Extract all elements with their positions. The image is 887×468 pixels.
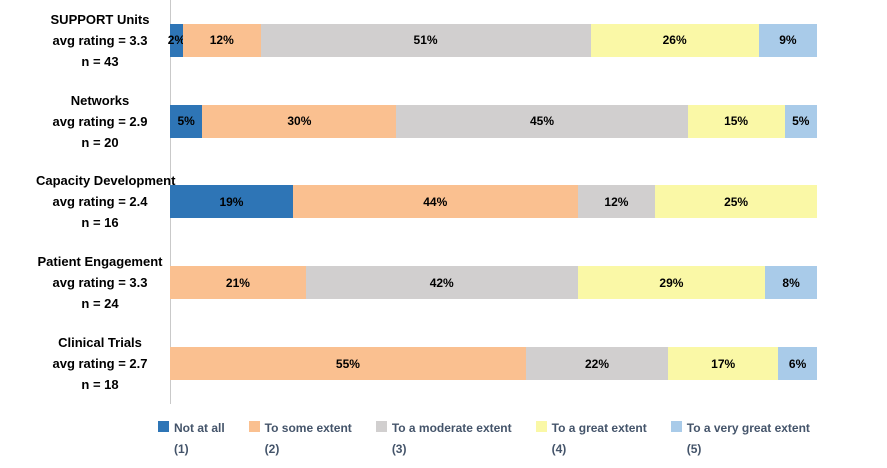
legend-swatch — [248, 421, 260, 432]
bar-segment: 12% — [182, 23, 261, 57]
bar-segment: 22% — [525, 347, 669, 381]
bar-track: 21% 42% 29% 8% — [170, 266, 817, 300]
bar-track: 2% 12% 51% 26% 9% — [168, 23, 817, 57]
bar-segment: 44% — [292, 185, 578, 219]
legend-swatch — [158, 421, 169, 432]
bar-rows: SUPPORT Units avg rating = 3.3 n = 43 2% 12%… — [0, 0, 887, 404]
legend-item: To a great extent (4) — [535, 418, 647, 460]
bar-segment: 26% — [590, 23, 759, 57]
bar-segment: 29% — [577, 266, 766, 300]
plot-area: SUPPORT Units avg rating = 3.3 n = 43 2% 12%… — [0, 0, 887, 404]
category-avg-rating: avg rating = 2.4 — [52, 194, 148, 210]
bar-row: Clinical Trials avg rating = 2.7 n = 18 55%… — [0, 323, 887, 404]
bar-segment: 8% — [765, 266, 817, 300]
legend-swatch — [535, 421, 547, 432]
legend-label: To a moderate extent — [391, 421, 512, 435]
category-n: n = 43 — [81, 53, 119, 69]
category-title: Patient Engagement — [37, 254, 163, 270]
bar-segment: 17% — [668, 347, 779, 381]
bar-segment: 5% — [784, 104, 817, 138]
legend-swatch — [375, 421, 387, 432]
bar-segment: 21% — [170, 266, 306, 300]
category-n: n = 18 — [81, 377, 119, 393]
category-n: n = 16 — [81, 215, 119, 231]
bar-segment: 5% — [170, 104, 203, 138]
category-title: Clinical Trials — [58, 335, 142, 351]
legend-item: To a moderate extent (3) — [375, 418, 512, 460]
category-n: n = 24 — [81, 296, 119, 312]
legend-label: To a very great extent — [686, 421, 810, 435]
category-label: Patient Engagement avg rating = 3.3 n = 24 — [0, 251, 170, 314]
legend-label: To some extent — [264, 421, 352, 435]
bar-segment: 55% — [170, 347, 526, 381]
bar-segment: 51% — [260, 23, 591, 57]
bar-segment: 30% — [202, 104, 397, 138]
bar-segment: 19% — [170, 185, 293, 219]
category-label: SUPPORT Units avg rating = 3.3 n = 43 — [0, 9, 170, 72]
bar-segment: 25% — [655, 185, 817, 219]
legend-item: To a very great extent (5) — [670, 418, 810, 460]
legend-number: (2) — [264, 442, 280, 456]
bar-row: SUPPORT Units avg rating = 3.3 n = 43 2% 12%… — [0, 0, 887, 81]
legend-item: Not at all (1) — [158, 418, 225, 460]
category-label: Capacity Development avg rating = 2.4 n = … — [0, 170, 176, 233]
bar-segment: 42% — [305, 266, 578, 300]
bar-row: Patient Engagement avg rating = 3.3 n = 24… — [0, 242, 887, 323]
bar-segment: 15% — [687, 104, 785, 138]
category-avg-rating: avg rating = 3.3 — [52, 275, 148, 291]
bar-segment: 9% — [758, 23, 817, 57]
category-label: Clinical Trials avg rating = 2.7 n = 18 — [0, 332, 170, 395]
bar-segment: 45% — [396, 104, 688, 138]
category-avg-rating: avg rating = 2.7 — [52, 356, 148, 372]
bar-segment: 2% — [168, 23, 185, 57]
bar-segment: 12% — [577, 185, 656, 219]
legend-number: (1) — [174, 442, 189, 456]
bar-row: Networks avg rating = 2.9 n = 20 5% 30% 45% 15… — [0, 81, 887, 162]
legend-number: (4) — [551, 442, 567, 456]
legend-label: Not at all — [174, 421, 225, 435]
bar-track: 19% 44% 12% 25% — [170, 185, 817, 219]
legend-number: (5) — [686, 442, 702, 456]
legend-item: To some extent (2) — [248, 418, 352, 460]
bar-segment: 6% — [778, 347, 817, 381]
category-n: n = 20 — [81, 134, 119, 150]
category-label: Networks avg rating = 2.9 n = 20 — [0, 90, 170, 153]
category-title: Networks — [70, 92, 130, 108]
category-title: SUPPORT Units — [50, 11, 150, 27]
category-avg-rating: avg rating = 2.9 — [52, 113, 148, 129]
legend-number: (3) — [391, 442, 407, 456]
legend-label: To a great extent — [551, 421, 647, 435]
category-avg-rating: avg rating = 3.3 — [52, 32, 148, 48]
category-title: Capacity Development — [36, 173, 176, 189]
bar-track: 5% 30% 45% 15% 5% — [170, 104, 817, 138]
bar-track: 55% 22% 17% 6% — [170, 347, 817, 381]
bar-row: Capacity Development avg rating = 2.4 n = … — [0, 162, 887, 243]
legend: Not at all (1) To some extent (2) To a moder… — [158, 418, 810, 460]
legend-swatch — [670, 421, 682, 432]
